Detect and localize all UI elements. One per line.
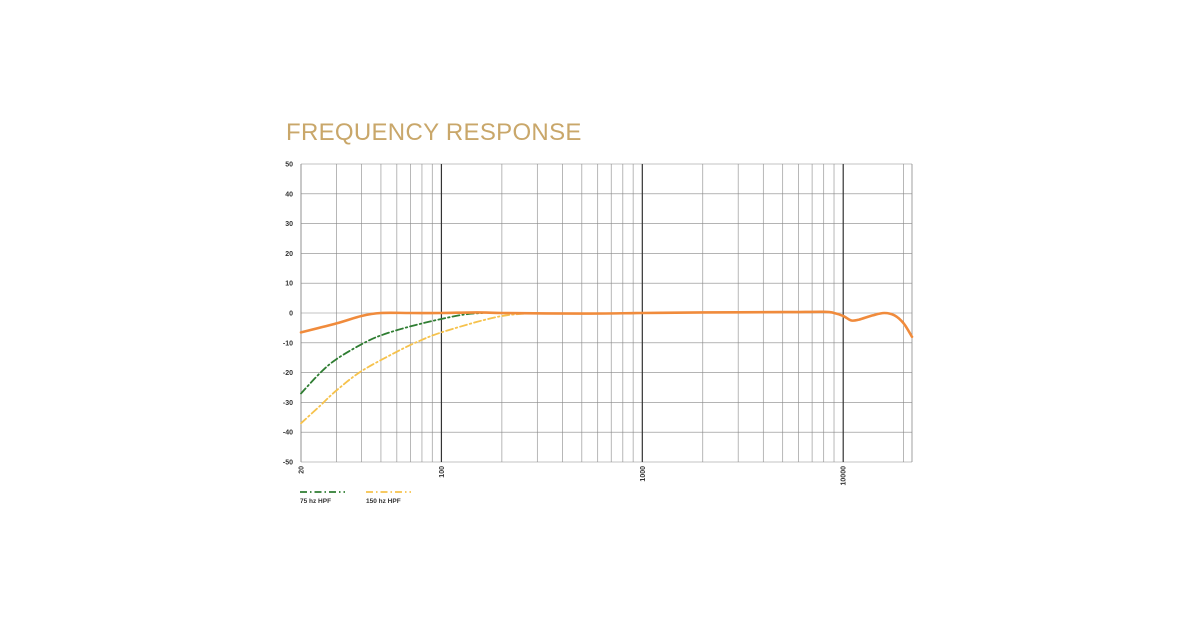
y-tick-label: -20 [283, 370, 293, 377]
series-line-main [299, 310, 914, 339]
y-tick-label: -50 [283, 460, 293, 467]
legend-label-hpf75: 75 hz HPF [300, 498, 331, 505]
legend: 75 hz HPF 150 hz HPF [300, 491, 411, 505]
y-tick-label: 50 [285, 162, 293, 169]
y-tick-label: 0 [289, 311, 293, 318]
series-line-hpf150 [300, 312, 539, 425]
y-axis-ticks: 50 40 30 20 10 0 -10 -20 -30 -40 -50 [283, 162, 293, 467]
x-tick-label: 10000 [841, 466, 848, 486]
y-tick-label: -30 [283, 400, 293, 407]
y-tick-label: 40 [285, 191, 293, 198]
y-tick-label: 20 [285, 251, 293, 258]
x-tick-label: 1000 [640, 466, 647, 482]
x-tick-label: 100 [439, 466, 446, 478]
y-tick-label: 30 [285, 221, 293, 228]
x-tick-label: 20 [299, 466, 306, 474]
chart-title: FREQUENCY RESPONSE [286, 119, 582, 146]
y-tick-label: 10 [285, 281, 293, 288]
grid [300, 163, 913, 463]
series-line-hpf75 [300, 312, 484, 395]
series-lines [299, 310, 914, 425]
y-tick-label: -40 [283, 430, 293, 437]
x-axis-ticks: 20 100 1000 10000 [299, 466, 848, 486]
legend-label-hpf150: 150 hz HPF [366, 498, 401, 505]
y-tick-label: -10 [283, 340, 293, 347]
